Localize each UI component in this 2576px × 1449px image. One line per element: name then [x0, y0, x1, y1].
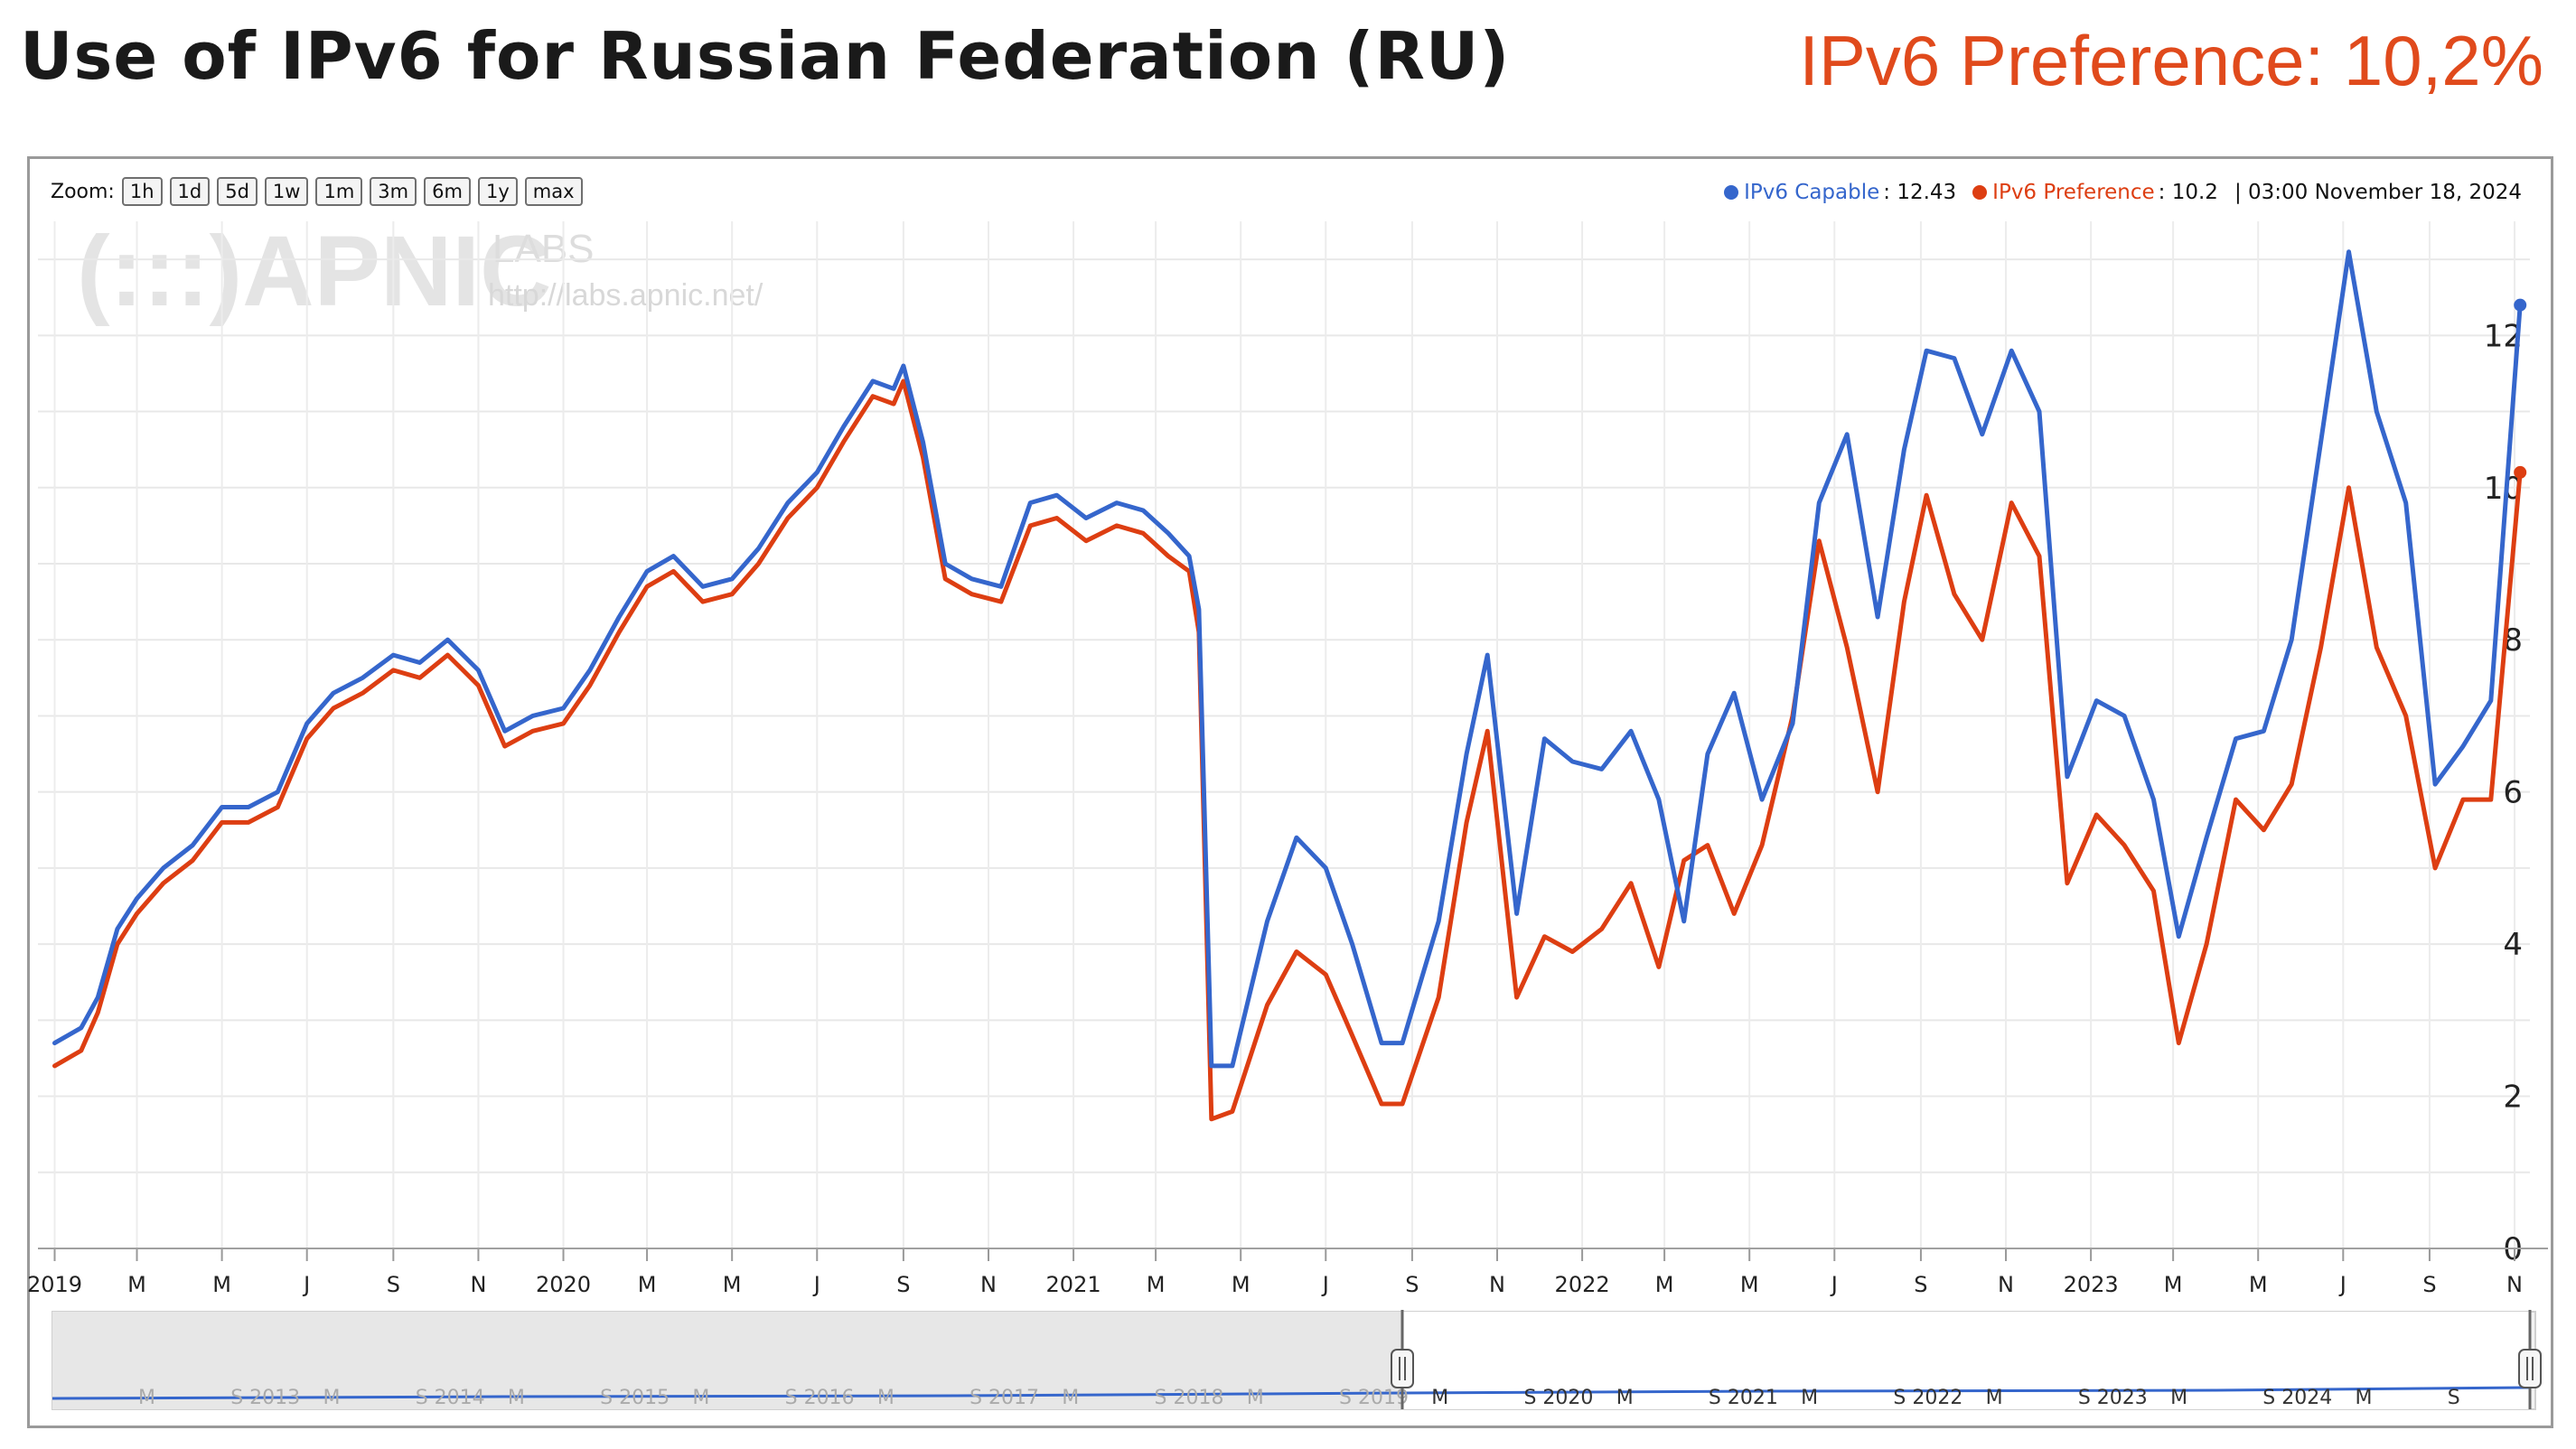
chart-legend: IPv6 Capable : 12.43 IPv6 Preference : 1… [1724, 177, 2522, 208]
x-tick-label: J [302, 1272, 310, 1297]
navigator-label: S 2024 [2262, 1387, 2332, 1409]
x-tick-label: 2021 [1046, 1272, 1101, 1297]
legend-capable-value: : 12.43 [1883, 181, 1957, 204]
x-tick-label: J [812, 1272, 820, 1297]
navigator-label: M [1247, 1387, 1264, 1409]
zoom-1w-button[interactable]: 1w [264, 177, 309, 206]
ipv6-preference-headline: IPv6 Preference: 10,2% [1799, 21, 2543, 100]
x-tick-label: M [2249, 1272, 2268, 1297]
x-tick-label: S [1914, 1272, 1927, 1297]
page-title: Use of IPv6 for Russian Federation (RU) [20, 18, 1511, 94]
navigator-right-handle[interactable] [2518, 1349, 2542, 1388]
navigator-label: M [692, 1387, 709, 1409]
preference-dot-icon [1972, 185, 1988, 200]
zoom-1h-button[interactable]: 1h [121, 177, 163, 206]
x-tick-label: M [2164, 1272, 2183, 1297]
navigator-label: S 2023 [2078, 1387, 2148, 1409]
zoom-3m-button[interactable]: 3m [370, 177, 417, 206]
apnic-logo-text: (:::)APNIC [77, 216, 551, 327]
x-tick-label: N [1998, 1272, 2014, 1297]
legend-capable-label: IPv6 Capable [1744, 181, 1880, 204]
x-tick-label: N [470, 1272, 486, 1297]
zoom-1m-button[interactable]: 1m [315, 177, 363, 206]
x-tick-label: M [1740, 1272, 1759, 1297]
zoom-toolbar: Zoom: 1h 1d 5d 1w 1m 3m 6m 1y max [51, 174, 583, 209]
x-tick-label: S [2422, 1272, 2436, 1297]
y-tick-label: 2 [2503, 1080, 2523, 1116]
x-tick-label: M [1147, 1272, 1166, 1297]
navigator-label: M [877, 1387, 895, 1409]
zoom-max-button[interactable]: max [524, 177, 583, 206]
navigator-label: S 2016 [785, 1387, 855, 1409]
series-endpoint-marker [2514, 298, 2527, 312]
legend-preference-label: IPv6 Preference [1992, 181, 2155, 204]
x-tick-label: N [1489, 1272, 1505, 1297]
navigator-label: M [1986, 1387, 2003, 1409]
zoom-1y-button[interactable]: 1y [477, 177, 518, 206]
x-tick-label: M [1655, 1272, 1674, 1297]
zoom-6m-button[interactable]: 6m [424, 177, 471, 206]
x-axis-ticks: 2019 M M J S N 2020 M M J S N 2021 M M J S N 2022 M M J S N 2023… [27, 1248, 2548, 1297]
x-tick-label: M [127, 1272, 146, 1297]
navigator-label: S 2021 [1709, 1387, 1778, 1409]
x-tick-label: N [2506, 1272, 2523, 1297]
capable-dot-icon [1724, 185, 1739, 200]
navigator-label: M [2170, 1387, 2187, 1409]
x-tick-label: S [387, 1272, 400, 1297]
x-tick-label: 2022 [1555, 1272, 1610, 1297]
navigator-unselected-area [52, 1312, 1402, 1409]
navigator-label: S 2017 [970, 1387, 1039, 1409]
navigator-label: M [508, 1387, 525, 1409]
series-endpoint-marker [2514, 465, 2527, 479]
x-tick-label: M [723, 1272, 742, 1297]
legend-preference-value: : 10.2 [2158, 181, 2218, 204]
x-tick-label: 2020 [536, 1272, 591, 1297]
navigator-left-handle[interactable] [1391, 1349, 1414, 1388]
zoom-label: Zoom: [51, 180, 115, 203]
x-tick-label: S [1405, 1272, 1419, 1297]
navigator-label: S 2022 [1893, 1387, 1962, 1409]
x-tick-label: 2023 [2064, 1272, 2119, 1297]
navigator-label: S 2019 [1339, 1387, 1409, 1409]
navigator-label: S 2015 [600, 1387, 670, 1409]
series-line-ipv6-capable [52, 249, 2523, 1069]
navigator-label: M [1062, 1387, 1079, 1409]
zoom-5d-button[interactable]: 5d [217, 177, 258, 206]
navigator-label: S 2013 [230, 1387, 300, 1409]
x-tick-label: S [896, 1272, 910, 1297]
navigator-label: M [1616, 1387, 1634, 1409]
navigator-label: S [2448, 1387, 2460, 1409]
apnic-watermark: (:::)APNIC LABS http://labs.apnic.net/ [77, 216, 763, 327]
x-tick-label: M [638, 1272, 657, 1297]
x-tick-label: J [2338, 1272, 2347, 1297]
x-tick-label: M [212, 1272, 231, 1297]
navigator-label: S 2020 [1523, 1387, 1593, 1409]
apnic-labs-text: LABS [492, 227, 595, 271]
chart-series [52, 249, 2527, 1122]
zoom-1d-button[interactable]: 1d [169, 177, 211, 206]
y-tick-label: 6 [2503, 775, 2523, 811]
chart-grid [38, 221, 2530, 1249]
x-tick-label: J [1321, 1272, 1329, 1297]
navigator-label: S 2018 [1155, 1387, 1224, 1409]
navigator-label: M [138, 1387, 155, 1409]
navigator-label: M [1431, 1387, 1448, 1409]
navigator-label: M [323, 1387, 340, 1409]
y-tick-label: 4 [2503, 927, 2523, 963]
series-line-ipv6-preference [52, 379, 2523, 1122]
navigator-label: M [2356, 1387, 2373, 1409]
x-tick-label: M [1232, 1272, 1251, 1297]
apnic-url-text: http://labs.apnic.net/ [488, 278, 763, 313]
x-tick-label: 2019 [27, 1272, 82, 1297]
x-tick-label: N [980, 1272, 997, 1297]
range-navigator[interactable]: M S 2013 M S 2014 M S 2015 M S 2016 M S 2017 M S 20… [52, 1310, 2542, 1410]
legend-timestamp: | 03:00 November 18, 2024 [2234, 181, 2522, 204]
x-tick-label: J [1830, 1272, 1838, 1297]
navigator-label: S 2014 [416, 1387, 485, 1409]
navigator-label: M [1801, 1387, 1818, 1409]
